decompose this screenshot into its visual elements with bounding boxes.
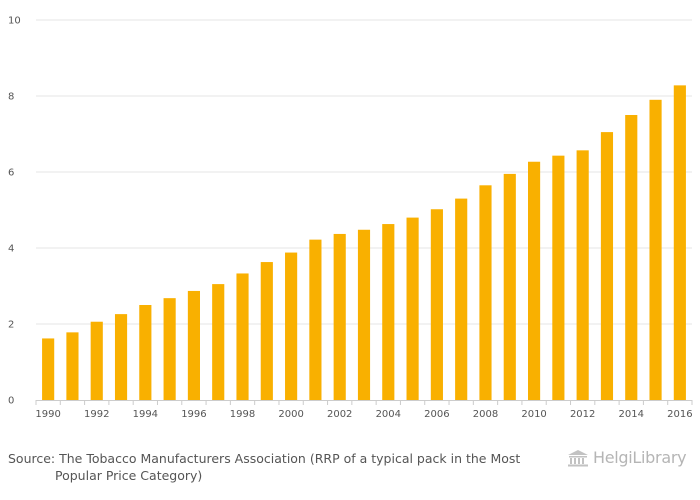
source-line-1: Source: The Tobacco Manufacturers Associ… (8, 451, 521, 466)
bar-1992 (90, 321, 103, 400)
bar-1993 (114, 314, 128, 400)
x-tick-label-2016: 2016 (667, 409, 692, 420)
x-tick-label-1990: 1990 (35, 409, 60, 420)
bar-1990 (42, 338, 55, 400)
source-note: Source: The Tobacco Manufacturers Associ… (8, 450, 568, 484)
x-tick-label-1996: 1996 (181, 409, 206, 420)
y-tick-label-0: 0 (8, 396, 14, 407)
bar-1991 (66, 332, 79, 400)
x-tick-label-2010: 2010 (521, 409, 546, 420)
x-tick-label-2014: 2014 (619, 409, 644, 420)
x-tick-label-1992: 1992 (84, 409, 109, 420)
brand-name: HelgiLibrary (593, 448, 687, 467)
y-tick-label-8: 8 (8, 92, 14, 103)
y-tick-label-6: 6 (8, 168, 14, 179)
bar-chart: 0 2 4 6 8 10 1990 1992 1994 1996 1998 2000 2002 2004 2… (8, 16, 693, 421)
bar-1996 (187, 290, 200, 400)
source-line-2: Popular Price Category) (55, 468, 203, 483)
y-tick-label-4: 4 (8, 244, 14, 255)
x-tick-label-2000: 2000 (278, 409, 303, 420)
x-tick-label-1994: 1994 (133, 409, 158, 420)
bar-2015 (649, 99, 662, 401)
bar-2008 (479, 185, 492, 400)
bar-2013 (600, 132, 614, 400)
bar-2016 (673, 85, 686, 401)
y-tick-label-10: 10 (8, 16, 21, 27)
brand-logo: HelgiLibrary (567, 448, 687, 467)
bar-1998 (236, 273, 249, 400)
x-tick-label-2008: 2008 (473, 409, 498, 420)
y-tick-label-2: 2 (8, 320, 14, 331)
bar-2012 (576, 150, 589, 400)
bar-1995 (163, 298, 176, 400)
x-tick-label-2002: 2002 (327, 409, 352, 420)
bar-2000 (285, 252, 298, 400)
x-tick-label-2004: 2004 (376, 409, 401, 420)
bar-2002 (333, 233, 346, 400)
bar-2001 (309, 239, 322, 400)
x-tick-label-2012: 2012 (570, 409, 595, 420)
bar-2003 (357, 229, 371, 400)
bar-2005 (406, 217, 419, 400)
bar-2014 (625, 115, 638, 400)
x-tick-label-2006: 2006 (424, 409, 449, 420)
bar-1994 (139, 305, 152, 400)
bar-2011 (552, 155, 565, 400)
bar-2006 (430, 209, 443, 400)
bar-2004 (382, 224, 395, 400)
bar-2009 (503, 173, 516, 400)
bar-2007 (455, 198, 468, 400)
x-tick-label-1998: 1998 (230, 409, 255, 420)
bar-2010 (528, 161, 541, 400)
bar-1997 (212, 284, 225, 400)
library-building-icon (568, 449, 588, 466)
bar-1999 (260, 262, 273, 400)
